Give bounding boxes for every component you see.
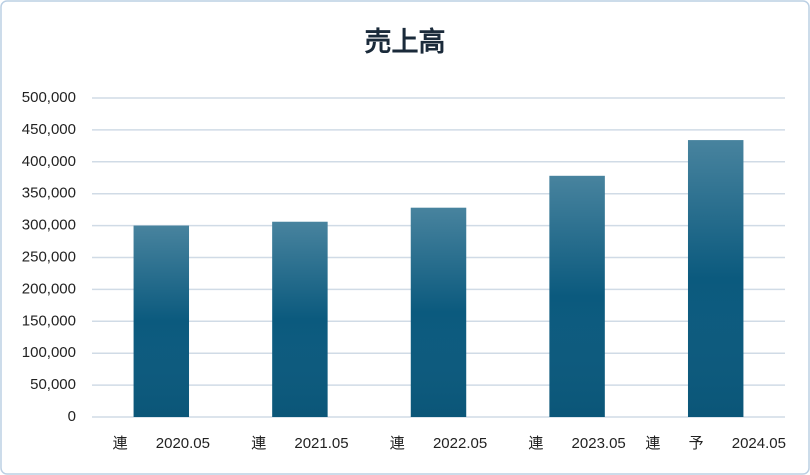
bar [687, 140, 744, 417]
y-tick-label: 0 [68, 408, 76, 425]
y-tick-label: 450,000 [22, 121, 76, 138]
bar [133, 225, 190, 417]
y-tick-label: 50,000 [30, 376, 76, 393]
y-tick-label: 350,000 [22, 185, 76, 202]
y-tick-label: 250,000 [22, 248, 76, 265]
y-tick-label: 300,000 [22, 217, 76, 234]
y-tick-label: 150,000 [22, 312, 76, 329]
x-tick-label: 連 2023.05 [528, 435, 625, 452]
y-tick-label: 100,000 [22, 344, 76, 361]
bar [549, 175, 605, 417]
y-tick-label: 200,000 [22, 280, 76, 297]
x-tick-label: 連 予 2024.05 [645, 435, 786, 452]
x-tick-label: 連 2020.05 [113, 435, 210, 452]
x-tick-label: 連 2021.05 [251, 435, 348, 452]
x-tick-label: 連 2022.05 [390, 435, 487, 452]
chart-title: 売上高 [365, 26, 446, 57]
y-tick-label: 400,000 [22, 153, 76, 170]
y-tick-label: 500,000 [22, 89, 76, 106]
bar [272, 221, 328, 417]
bar [410, 207, 467, 417]
